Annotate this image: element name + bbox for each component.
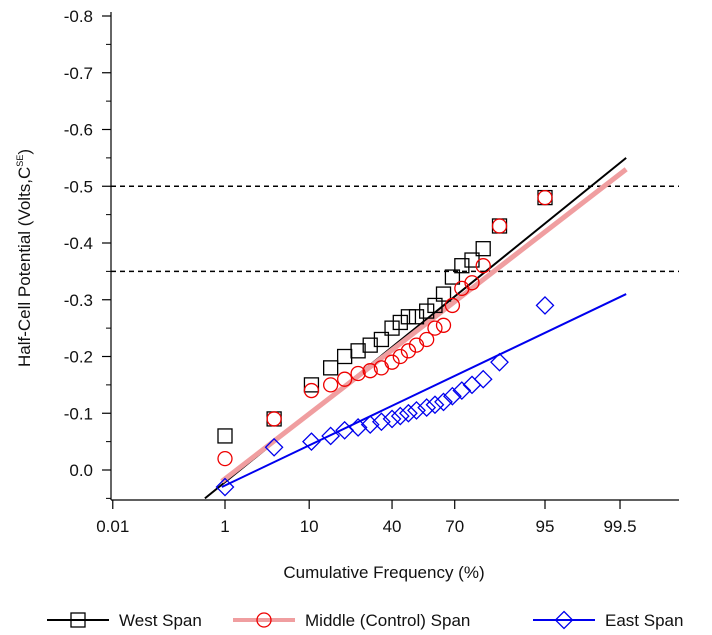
data-point [454,258,470,274]
data-point [475,258,491,274]
x-tick-label: 95 [536,517,555,536]
data-point [398,403,418,423]
y-tick-label: -0.7 [64,64,93,83]
y-tick-label: -0.2 [64,348,93,367]
legend-marker [554,610,574,630]
data-point [323,377,339,393]
data-point [323,360,339,376]
data-point [417,398,437,417]
data-point [490,352,509,372]
data-point [400,343,417,359]
data-point [435,286,452,302]
data-point [407,400,426,420]
data-point [348,418,368,437]
legend-marker [70,612,86,628]
data-point [442,386,462,406]
y-tick-label: -0.1 [64,404,93,423]
data-point [434,392,453,412]
y-axis-label: Half-Cell Potential (Volts,CSE) [15,149,34,367]
y-tick-label: -0.4 [64,234,93,253]
x-ticks: 0.01 1 10 40 70 95 99.5 [96,500,637,536]
data-point [264,437,284,457]
data-point [537,189,553,206]
data-point [303,382,320,399]
data-point [382,409,402,429]
data-point [384,354,400,370]
data-point [392,348,408,365]
reference-lines [111,185,679,273]
data-point [350,365,366,382]
y-tick-label: -0.3 [64,291,93,310]
data-point [390,406,410,426]
legend-marker [256,612,272,628]
data-point [535,296,555,315]
data-point [217,450,233,467]
data-point [371,412,391,432]
data-point [444,297,461,314]
x-tick-label: 70 [445,517,464,536]
x-tick-label: 1 [220,517,229,536]
data-point [427,320,443,336]
y-tick-label: -0.6 [64,121,93,140]
data-point [360,415,380,435]
data-point [362,337,378,353]
data-point [473,369,493,389]
data-point [419,303,435,319]
y-ticks: -0.8 -0.7 -0.6 -0.5 -0.4 -0.3 -0.2 -0.1 0.0 [64,7,111,499]
data-point [302,432,321,452]
data-point [464,275,480,291]
data-point [336,348,353,365]
data-point [408,309,425,325]
data-point [419,331,435,348]
fit-line [220,167,628,484]
data-point [266,411,282,427]
data-point [435,317,452,333]
x-tick-label: 10 [300,517,319,536]
data-points [215,189,555,497]
data-point [425,395,445,415]
data-point [362,363,378,379]
data-point [392,314,408,331]
x-tick-label: 0.01 [96,517,129,536]
data-point [373,331,390,348]
x-tick-label: 99.5 [603,517,636,536]
data-point [452,381,472,400]
legend-label: East Span [605,611,683,630]
data-point [475,241,491,257]
y-tick-label: 0.0 [69,461,93,480]
data-point [321,426,341,446]
data-point [336,371,353,387]
data-point [215,477,235,497]
x-axis-label: Cumulative Frequency (%) [283,563,484,582]
legend-label: West Span [119,611,202,630]
legend: West Span Middle (Control) Span East Span [47,610,683,630]
x-tick-label: 40 [383,517,402,536]
data-point [217,428,233,444]
data-point [400,309,417,325]
y-tick-label: -0.8 [64,7,93,26]
data-point [384,320,400,336]
data-point [427,297,443,314]
legend-label: Middle (Control) Span [305,611,470,630]
data-point [491,218,508,234]
data-point [350,343,366,359]
y-tick-label: -0.5 [64,177,93,196]
fit-lines [204,157,628,500]
fit-line [221,293,627,488]
data-point [444,269,461,285]
data-point [303,377,320,393]
data-point [462,375,482,395]
axes [110,12,679,501]
